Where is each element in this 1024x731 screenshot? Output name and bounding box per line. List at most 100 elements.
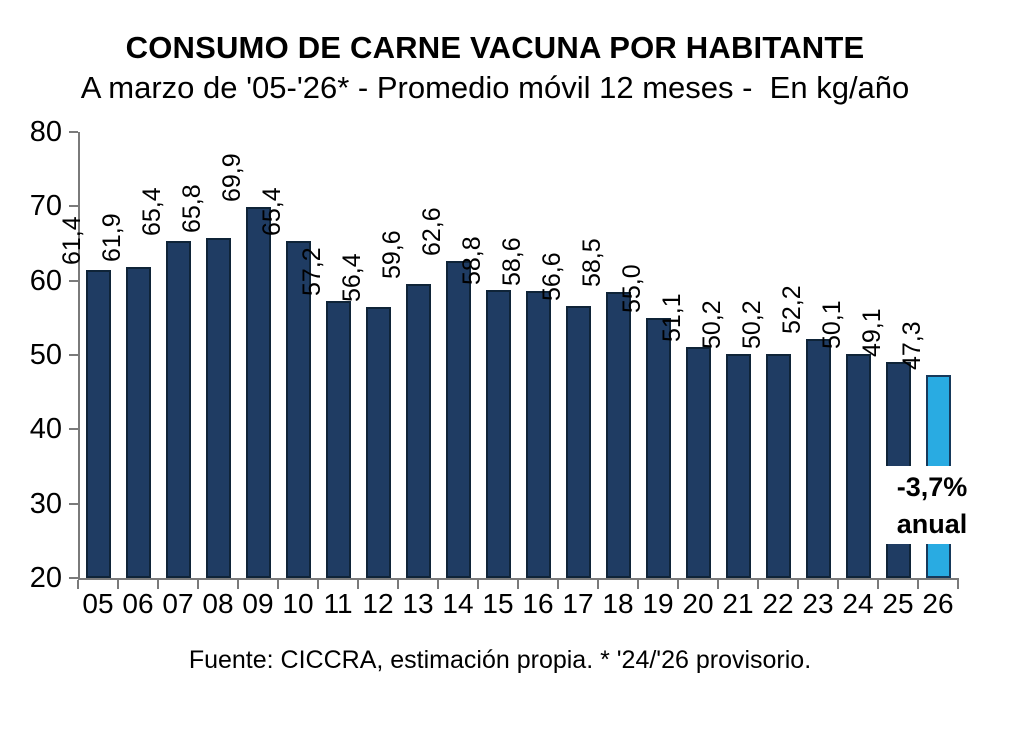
y-axis-tick [69,502,78,505]
bar [165,240,191,578]
x-axis-tick [197,580,199,589]
x-axis-tick [797,580,799,589]
x-axis-tick [877,580,879,589]
x-axis-tick [277,580,279,589]
bar-value-label: 59,6 [378,229,406,279]
y-axis-label: 60 [29,264,62,297]
bar [485,289,511,578]
annotation-line1: -3,7% [896,472,968,502]
x-axis-tick [357,580,359,589]
x-axis-tick [837,580,839,589]
x-axis-label: 17 [562,588,594,619]
bar-value-label: 51,1 [658,293,686,342]
x-axis-label: 26 [922,588,954,619]
y-axis-label: 70 [29,190,62,223]
x-axis-label: 24 [842,588,874,619]
bar-value-label: 52,2 [778,284,806,334]
y-axis-tick [69,428,78,431]
bar [725,353,751,578]
x-axis-tick [757,580,759,589]
x-axis-tick [157,580,159,589]
x-axis-line [78,578,959,580]
bar-value-label: 56,6 [538,252,566,301]
bar-value-label: 50,2 [738,299,766,349]
x-axis-tick [637,580,639,589]
bar-value-label: 61,4 [58,216,86,266]
bar-value-label: 58,8 [458,235,486,285]
annotation-line2: anual [896,509,968,539]
bar-value-label: 69,9 [218,153,246,203]
x-axis-label: 20 [682,588,714,619]
annotation-box: -3,7% anual [884,466,980,544]
bar-value-label: 47,3 [898,321,926,371]
x-axis-label: 05 [82,588,114,619]
bar [285,240,311,578]
chart-title: CONSUMO DE CARNE VACUNA POR HABITANTE [125,30,865,65]
x-axis-tick [77,580,79,589]
y-axis-line [78,132,80,580]
x-axis-tick [237,580,239,589]
y-axis-tick [69,131,78,133]
bar [765,353,791,578]
bar-value-label: 50,2 [698,299,726,349]
bar-value-label: 57,2 [298,247,326,297]
x-axis-label: 09 [242,588,274,619]
x-axis-label: 18 [602,588,634,619]
x-axis-tick [517,580,519,589]
bar [245,207,271,578]
y-axis-label: 50 [29,339,62,371]
y-axis-label: 20 [29,562,62,594]
x-axis-label: 16 [522,588,554,619]
bar-value-label: 65,4 [138,186,166,236]
y-axis-tick [69,279,78,282]
bar-value-label: 65,4 [258,186,286,236]
x-axis-label: 25 [882,588,914,619]
y-axis-label: 30 [29,487,62,520]
x-axis-label: 07 [162,588,194,619]
source-note: Fuente: CICCRA, estimación propia. * '24… [188,646,812,674]
x-axis-label: 15 [482,588,514,619]
x-axis-label: 12 [362,588,394,619]
bar [565,305,591,578]
bar-value-label: 65,8 [178,183,206,233]
bar [365,307,391,578]
bar-value-label: 61,9 [98,212,126,262]
x-axis-tick [957,580,959,589]
x-axis-label: 08 [202,588,234,619]
bar [125,266,151,578]
bar [845,354,871,578]
x-axis-label: 13 [402,588,434,619]
x-axis-label: 19 [642,588,674,619]
bar [445,261,471,578]
y-axis-label: 40 [29,413,62,446]
x-axis-tick [717,580,719,589]
bar [405,283,431,578]
x-axis-label: 10 [282,588,314,619]
bar-value-label: 58,6 [498,237,526,287]
x-axis-tick [397,580,399,589]
bar [805,338,831,578]
x-axis-tick [437,580,439,589]
x-axis-label: 11 [323,588,353,619]
chart-subtitle: A marzo de '05-'26* - Promedio móvil 12 … [80,70,910,105]
x-axis-tick [477,580,479,589]
bar-value-label: 49,1 [858,308,886,357]
x-axis-label: 23 [802,588,834,619]
x-axis-tick [597,580,599,589]
bar-value-label: 56,4 [338,253,366,303]
bar [325,301,351,578]
x-axis-label: 22 [762,588,794,619]
bar [685,346,711,578]
bar [605,291,631,578]
y-axis-tick [69,205,78,208]
x-axis-label: 14 [442,588,474,619]
x-axis-tick [917,580,919,589]
x-axis-tick [317,580,319,589]
bar [645,317,671,578]
y-axis-label: 80 [29,116,62,148]
x-axis-tick [117,580,119,589]
x-axis-label: 06 [122,588,154,619]
bar-value-label: 62,6 [418,207,446,257]
x-axis-tick [677,580,679,589]
